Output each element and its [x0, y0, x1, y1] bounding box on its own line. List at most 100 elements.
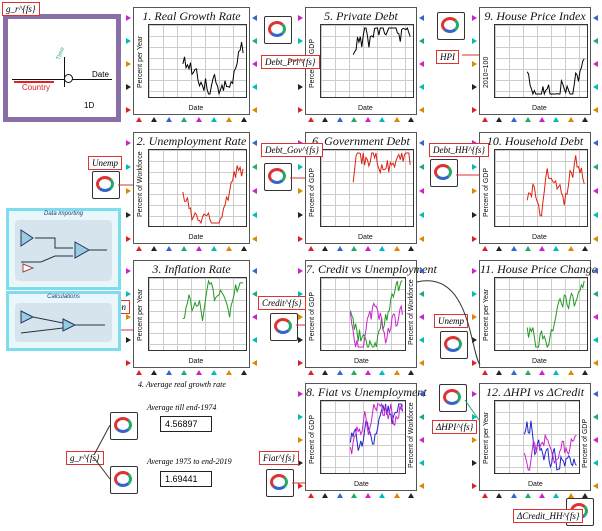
port-triangle[interactable]: [567, 493, 574, 498]
port-triangle-side[interactable]: [593, 188, 598, 194]
port-triangle[interactable]: [524, 370, 531, 375]
hpi-tag[interactable]: HPI: [436, 50, 459, 64]
port-triangle-side[interactable]: [593, 164, 598, 170]
port-triangle[interactable]: [482, 493, 488, 498]
port-triangle[interactable]: [308, 370, 314, 375]
port-triangle[interactable]: [539, 246, 546, 251]
port-triangle-side[interactable]: [298, 236, 303, 242]
port-triangle[interactable]: [510, 117, 517, 122]
port-triangle-side[interactable]: [126, 314, 131, 320]
port-triangle[interactable]: [379, 370, 386, 375]
port-triangle[interactable]: [181, 370, 187, 375]
dcredit-tag[interactable]: ΔCredit_HH^{fs}: [513, 509, 584, 523]
debt-gov-tag[interactable]: Debt_Gov^{fs}: [261, 143, 323, 157]
port-triangle[interactable]: [181, 117, 187, 122]
variable-icon[interactable]: [270, 313, 298, 341]
port-triangle[interactable]: [582, 117, 588, 122]
port-triangle-side[interactable]: [126, 38, 131, 44]
port-triangle-side[interactable]: [472, 268, 477, 274]
port-triangle-side[interactable]: [419, 337, 424, 343]
port-triangle-side[interactable]: [472, 164, 477, 170]
port-triangle-side[interactable]: [472, 38, 477, 44]
port-triangle-side[interactable]: [593, 391, 598, 397]
port-triangle-side[interactable]: [298, 107, 303, 113]
port-triangle-side[interactable]: [126, 61, 131, 67]
port-triangle[interactable]: [539, 117, 546, 122]
port-triangle-side[interactable]: [593, 337, 598, 343]
port-triangle[interactable]: [408, 493, 414, 498]
port-triangle[interactable]: [553, 370, 560, 375]
port-triangle-side[interactable]: [298, 460, 303, 466]
port-triangle-side[interactable]: [298, 38, 303, 44]
port-triangle[interactable]: [336, 117, 343, 122]
port-triangle-side[interactable]: [472, 460, 477, 466]
port-triangle-side[interactable]: [472, 360, 477, 366]
port-triangle[interactable]: [308, 246, 314, 251]
port-triangle-side[interactable]: [252, 164, 257, 170]
port-triangle[interactable]: [196, 370, 202, 375]
port-triangle-side[interactable]: [126, 236, 131, 242]
module-frame[interactable]: Country Time Date 1D: [3, 14, 121, 122]
port-triangle[interactable]: [524, 117, 531, 122]
port-triangle-side[interactable]: [419, 236, 424, 242]
port-triangle[interactable]: [151, 117, 157, 122]
variable-icon[interactable]: [92, 171, 120, 199]
port-triangle-side[interactable]: [593, 460, 598, 466]
port-triangle-side[interactable]: [298, 414, 303, 420]
port-triangle-side[interactable]: [252, 337, 257, 343]
variable-icon[interactable]: [440, 331, 468, 359]
port-triangle-side[interactable]: [472, 391, 477, 397]
port-triangle-side[interactable]: [298, 164, 303, 170]
port-triangle[interactable]: [553, 117, 560, 122]
port-triangle-side[interactable]: [419, 437, 424, 443]
port-triangle[interactable]: [211, 370, 217, 375]
port-triangle-side[interactable]: [252, 61, 257, 67]
port-triangle[interactable]: [510, 493, 517, 498]
port-triangle[interactable]: [582, 370, 588, 375]
port-triangle[interactable]: [308, 493, 314, 498]
port-triangle-side[interactable]: [126, 360, 131, 366]
port-triangle-side[interactable]: [252, 268, 257, 274]
port-triangle[interactable]: [524, 493, 531, 498]
port-triangle-side[interactable]: [298, 337, 303, 343]
port-triangle-side[interactable]: [593, 360, 598, 366]
port-triangle-side[interactable]: [593, 291, 598, 297]
port-triangle-side[interactable]: [419, 164, 424, 170]
fiat-tag[interactable]: Fiat^{fs}: [259, 451, 299, 465]
port-triangle[interactable]: [582, 246, 588, 251]
port-triangle[interactable]: [136, 370, 142, 375]
port-triangle-side[interactable]: [593, 437, 598, 443]
port-triangle[interactable]: [136, 117, 142, 122]
port-triangle-side[interactable]: [472, 15, 477, 21]
port-triangle[interactable]: [226, 246, 232, 251]
chart-panel-p8[interactable]: 8. Fiat vs Unemployment Percent of GDP Per…: [305, 383, 427, 491]
port-triangle[interactable]: [322, 370, 329, 375]
port-triangle[interactable]: [496, 493, 503, 498]
port-triangle[interactable]: [510, 246, 517, 251]
port-triangle[interactable]: [496, 370, 503, 375]
port-triangle-side[interactable]: [472, 483, 477, 489]
port-triangle[interactable]: [482, 370, 488, 375]
port-triangle-side[interactable]: [298, 212, 303, 218]
port-triangle-side[interactable]: [298, 360, 303, 366]
port-triangle-side[interactable]: [298, 391, 303, 397]
port-triangle-side[interactable]: [126, 268, 131, 274]
port-triangle[interactable]: [510, 370, 517, 375]
port-triangle[interactable]: [166, 117, 172, 122]
port-triangle[interactable]: [365, 370, 372, 375]
port-triangle[interactable]: [336, 370, 343, 375]
variable-icon[interactable]: [437, 12, 465, 40]
port-triangle[interactable]: [308, 117, 314, 122]
chart-panel-p9[interactable]: 9. House Price Index 2010=100 Date: [479, 7, 591, 115]
port-triangle[interactable]: [393, 493, 400, 498]
port-triangle[interactable]: [365, 117, 372, 122]
port-triangle-side[interactable]: [252, 212, 257, 218]
port-triangle-side[interactable]: [126, 84, 131, 90]
port-triangle-side[interactable]: [298, 437, 303, 443]
port-triangle-side[interactable]: [593, 61, 598, 67]
port-triangle[interactable]: [181, 246, 187, 251]
port-triangle-side[interactable]: [593, 38, 598, 44]
port-triangle[interactable]: [582, 493, 588, 498]
port-triangle-side[interactable]: [252, 236, 257, 242]
port-triangle-side[interactable]: [298, 188, 303, 194]
